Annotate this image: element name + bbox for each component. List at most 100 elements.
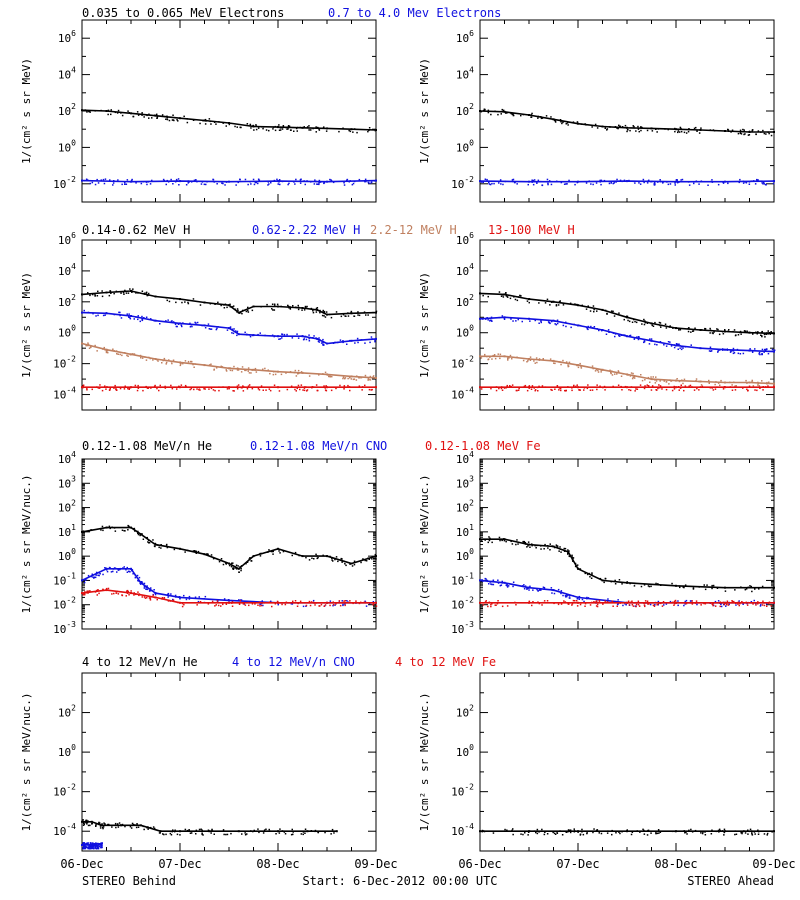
noise-point <box>83 179 86 182</box>
noise-point <box>567 124 569 126</box>
noise-point <box>97 589 99 591</box>
noise-point <box>343 184 346 186</box>
noise-point <box>233 365 235 368</box>
noise-point <box>751 379 753 382</box>
noise-point <box>319 181 322 183</box>
noise-point <box>488 183 491 185</box>
noise-point <box>332 604 334 607</box>
noise-point <box>643 602 645 604</box>
noise-point <box>356 131 358 134</box>
noise-point <box>104 314 106 316</box>
noise-point <box>586 596 588 599</box>
noise-point <box>596 310 598 312</box>
noise-point <box>574 565 577 568</box>
noise-point <box>114 530 117 532</box>
series-1 <box>81 178 377 186</box>
noise-point <box>761 335 763 337</box>
noise-point <box>340 557 342 560</box>
noise-point <box>618 371 620 373</box>
noise-point <box>159 832 161 834</box>
data-point <box>699 329 702 331</box>
noise-point <box>502 294 504 296</box>
noise-point <box>303 180 305 182</box>
noise-point <box>596 384 598 386</box>
noise-point <box>651 385 654 387</box>
noise-point <box>579 324 582 327</box>
noise-point <box>194 363 196 365</box>
noise-point <box>515 543 517 546</box>
noise-point <box>565 831 567 833</box>
series-0 <box>479 291 775 338</box>
noise-point <box>572 557 575 559</box>
noise-point <box>694 602 697 604</box>
noise-point <box>586 366 588 368</box>
noise-point <box>500 113 502 115</box>
noise-point <box>664 323 667 325</box>
noise-point <box>313 335 315 337</box>
noise-point <box>301 335 304 337</box>
noise-point <box>297 337 300 339</box>
plot-frame <box>479 239 775 411</box>
noise-point <box>624 124 627 127</box>
data-point <box>724 130 726 132</box>
noise-point <box>505 387 507 389</box>
noise-point <box>723 603 725 606</box>
noise-point <box>739 129 742 132</box>
noise-point <box>611 311 613 314</box>
noise-point <box>535 357 538 359</box>
noise-point <box>754 833 756 835</box>
noise-point <box>269 389 272 392</box>
noise-point <box>630 372 633 374</box>
noise-point <box>628 320 631 323</box>
noise-point <box>353 378 356 380</box>
noise-point <box>763 183 766 185</box>
noise-point <box>310 601 313 603</box>
noise-point <box>537 179 540 182</box>
noise-point <box>723 828 726 831</box>
noise-point <box>535 547 537 549</box>
noise-point <box>358 377 360 379</box>
noise-point <box>727 129 730 131</box>
noise-point <box>135 292 137 294</box>
series-1 <box>81 309 377 346</box>
noise-point <box>217 604 220 607</box>
data-point <box>601 368 604 371</box>
noise-point <box>679 344 681 347</box>
noise-point <box>553 832 556 835</box>
noise-point <box>498 291 501 293</box>
noise-point <box>329 604 331 607</box>
noise-point <box>236 334 238 337</box>
noise-point <box>109 388 111 390</box>
noise-point <box>329 178 331 181</box>
noise-point <box>555 305 558 307</box>
x-tick-label: 09-Dec <box>354 857 397 871</box>
noise-point <box>341 561 343 563</box>
noise-point <box>728 130 730 132</box>
noise-point <box>210 123 212 125</box>
noise-point <box>669 341 671 343</box>
noise-point <box>104 178 107 180</box>
noise-point <box>541 828 543 831</box>
noise-point <box>659 831 662 833</box>
noise-point <box>662 181 664 183</box>
data-point <box>237 830 240 833</box>
noise-point <box>127 570 130 573</box>
noise-point <box>594 370 597 372</box>
noise-point <box>203 598 205 600</box>
y-tick-label: 102 <box>456 102 474 118</box>
noise-point <box>616 127 618 129</box>
noise-point <box>159 386 162 389</box>
noise-point <box>213 369 215 371</box>
noise-point <box>712 603 714 605</box>
noise-point <box>304 183 306 186</box>
noise-point <box>250 830 252 832</box>
noise-point <box>288 125 291 128</box>
noise-point <box>147 826 149 828</box>
noise-point <box>84 109 87 111</box>
noise-point <box>565 594 568 596</box>
noise-point <box>617 602 619 605</box>
noise-point <box>536 386 539 389</box>
noise-point <box>523 584 525 586</box>
noise-point <box>529 356 532 358</box>
noise-point <box>663 604 665 606</box>
